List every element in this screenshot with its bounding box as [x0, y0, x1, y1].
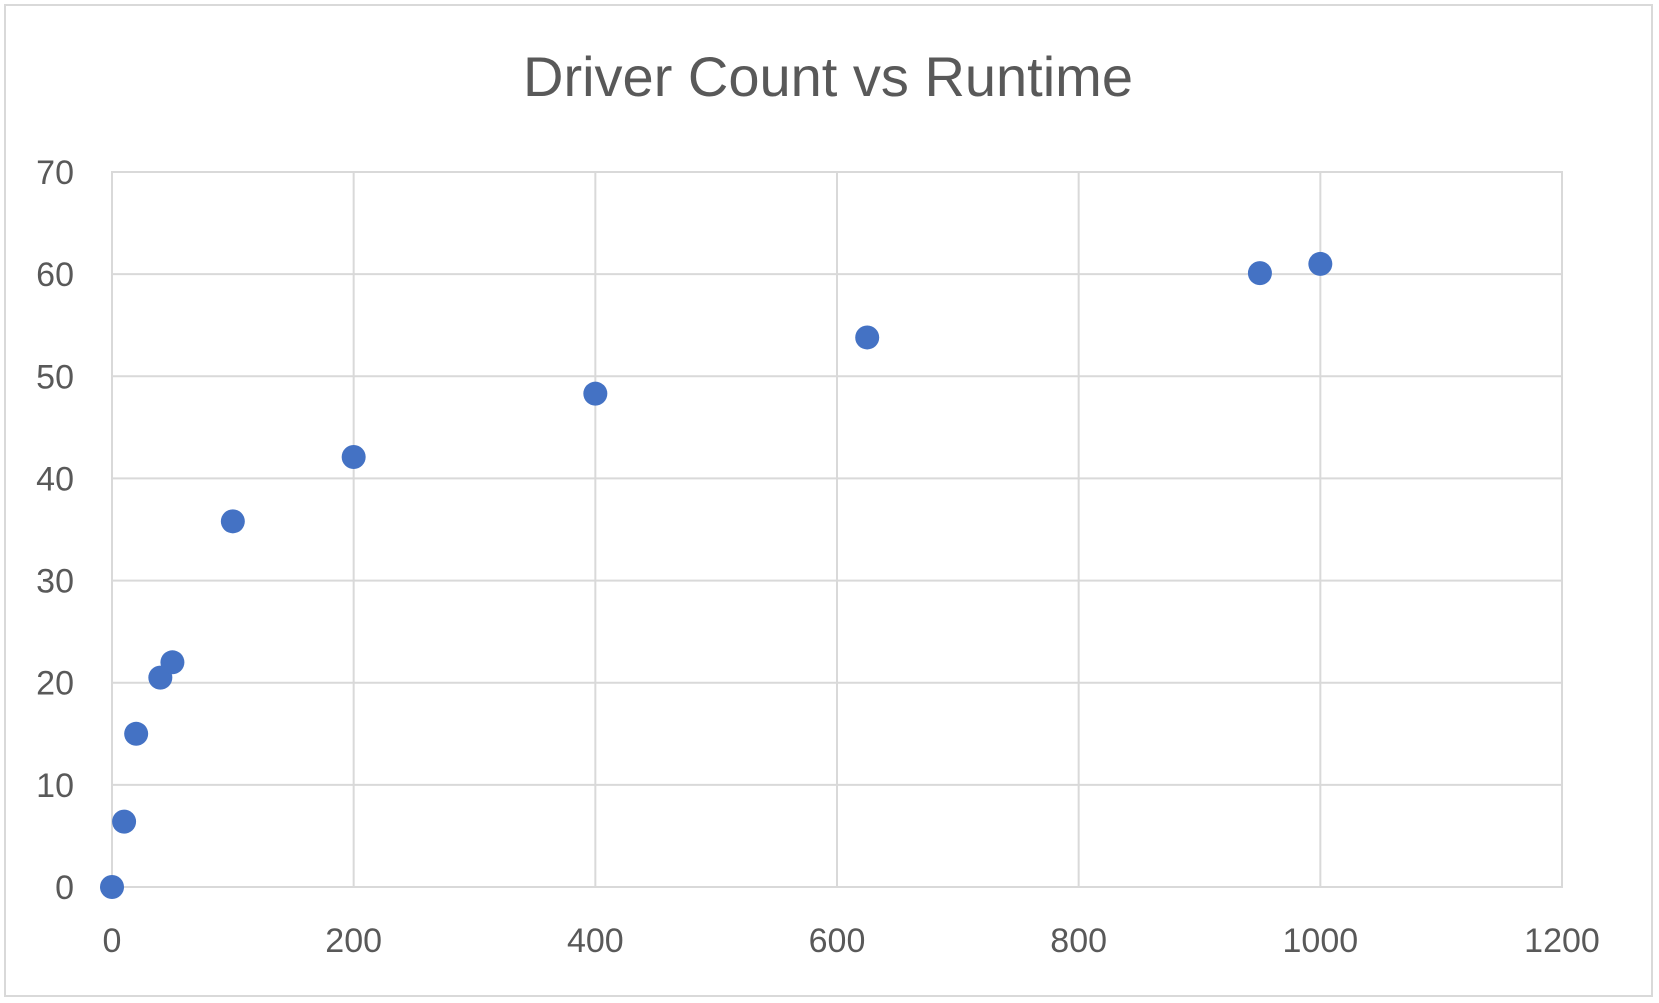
- gridlines: [111, 171, 1563, 888]
- y-tick-label: 70: [36, 154, 74, 192]
- data-point: [220, 509, 245, 534]
- data-point: [1308, 251, 1333, 276]
- x-tick-label: 200: [325, 922, 382, 960]
- y-tick-label: 50: [36, 358, 74, 396]
- data-points: [100, 251, 1333, 899]
- y-tick-label: 20: [36, 665, 74, 703]
- x-tick-label: 1200: [1524, 922, 1600, 960]
- data-point: [112, 809, 137, 834]
- data-point: [100, 875, 124, 899]
- data-point: [124, 721, 149, 746]
- chart-area: [4, 4, 1653, 997]
- y-tick-label: 60: [36, 256, 74, 294]
- plot-area: [111, 171, 1563, 888]
- y-tick-label: 10: [36, 767, 74, 805]
- chart-title: Driver Count vs Runtime: [523, 45, 1133, 108]
- y-tick-label: 0: [55, 869, 74, 907]
- y-tick-label: 40: [36, 460, 74, 498]
- x-tick-label: 1000: [1283, 922, 1359, 960]
- x-tick-label: 600: [809, 922, 866, 960]
- y-tick-label: 30: [36, 563, 74, 601]
- x-tick-label: 800: [1050, 922, 1107, 960]
- data-point: [160, 650, 185, 675]
- data-point: [1247, 261, 1272, 286]
- x-tick-label: 0: [103, 922, 122, 960]
- data-point: [341, 444, 366, 469]
- x-axis-tick-labels: 0 200 400 600 800 1000 1200: [103, 922, 1600, 960]
- y-axis-tick-labels: 0 10 20 30 40 50 60 70: [36, 154, 74, 907]
- data-point: [855, 325, 880, 350]
- data-point: [583, 381, 608, 406]
- x-tick-label: 400: [567, 922, 624, 960]
